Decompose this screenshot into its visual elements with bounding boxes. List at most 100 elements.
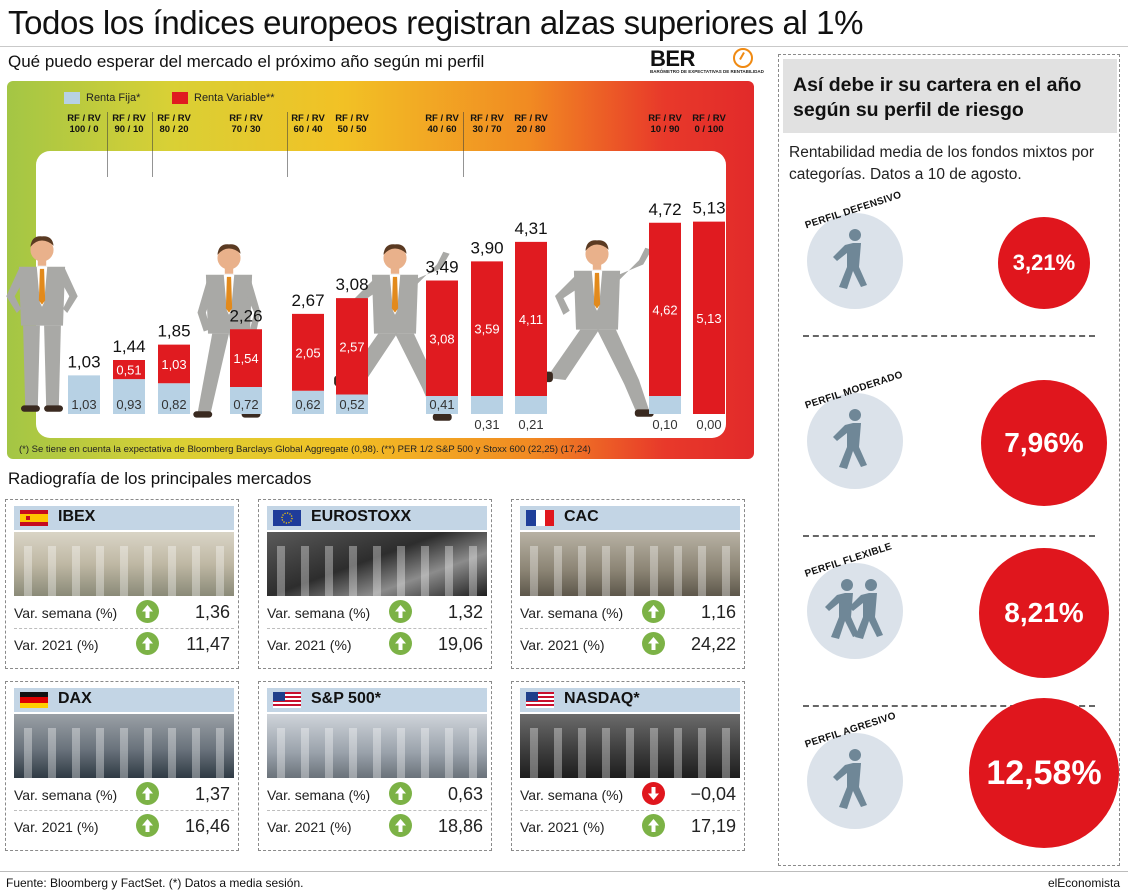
- row-label: Var. semana (%): [267, 787, 371, 803]
- markets-section-title: Radiografía de los principales mercados: [8, 469, 312, 488]
- row-label: Var. semana (%): [267, 605, 371, 621]
- category-label: RF / RV 70 / 30: [224, 113, 268, 135]
- businessman-figure: [536, 240, 654, 417]
- market-row-year: Var. 2021 (%) 16,46: [6, 812, 240, 842]
- ber-logo: BER BARÓMETRO DE EXPECTATIVAS DE RENTABI…: [650, 46, 764, 75]
- row-value: 1,36: [194, 602, 230, 622]
- row-label: Var. 2021 (%): [14, 819, 99, 835]
- bar-renta-variable: [693, 221, 725, 414]
- category-label-line: 0 / 100: [694, 124, 724, 135]
- france-flag-icon: [526, 510, 554, 526]
- market-photo: [520, 532, 740, 596]
- category-separator: [463, 112, 464, 177]
- data-label-renta-variable: 4,62: [652, 302, 677, 317]
- category-label-line: 70 / 30: [231, 124, 261, 135]
- row-label: Var. 2021 (%): [267, 819, 352, 835]
- card-header: DAX: [14, 688, 234, 712]
- category-label-line: RF / RV: [692, 113, 726, 124]
- data-label-renta-fija: 0,41: [429, 397, 454, 412]
- profile-return: 12,58%: [969, 698, 1119, 848]
- market-card: IBEX Var. semana (%) 1,36 Var. 2021 (%) 11,4…: [5, 499, 239, 669]
- category-label-line: RF / RV: [514, 113, 548, 124]
- data-label-total: 1,44: [112, 337, 145, 356]
- stacked-bar-chart: 1,03 1,03 0,93 0,51 1,44 0,82 1,03 1,85 0,72 1,54…: [6, 199, 726, 432]
- category-label: RF / RV 20 / 80: [509, 113, 553, 135]
- clock-icon: [733, 48, 753, 68]
- bar-renta-fija: [68, 375, 100, 414]
- data-label-renta-fija: 0,21: [518, 417, 543, 432]
- row-value: 1,32: [447, 602, 483, 622]
- bar-renta-fija: [230, 387, 262, 414]
- profile-return: 3,21%: [998, 217, 1090, 309]
- row-value: 19,06: [437, 634, 483, 654]
- bar-renta-variable: [336, 298, 368, 395]
- row-label: Var. 2021 (%): [520, 819, 605, 835]
- up-arrow-icon: [642, 600, 665, 623]
- card-header: IBEX: [14, 506, 234, 530]
- market-name: DAX: [58, 690, 92, 707]
- data-label-renta-variable: 2,57: [339, 339, 364, 354]
- category-label-line: 90 / 10: [114, 124, 144, 135]
- row-label: Var. 2021 (%): [267, 637, 352, 653]
- down-arrow-icon: [642, 782, 665, 805]
- category-label-line: RF / RV: [157, 113, 191, 124]
- category-label-line: RF / RV: [229, 113, 263, 124]
- figure-head: [585, 242, 609, 266]
- figure-neck: [390, 267, 400, 274]
- row-divider: [520, 810, 740, 811]
- market-row-week: Var. semana (%) 1,16: [512, 598, 746, 628]
- row-label: Var. semana (%): [520, 787, 624, 803]
- figure-shoe: [21, 405, 40, 412]
- row-label: Var. 2021 (%): [520, 637, 605, 653]
- market-row-year: Var. 2021 (%) 18,86: [259, 812, 493, 842]
- row-divider: [520, 628, 740, 629]
- figure-hair: [30, 236, 54, 247]
- row-value: 24,22: [690, 634, 736, 654]
- category-label-line: 50 / 50: [337, 124, 367, 135]
- data-label-renta-fija: 0,10: [652, 417, 677, 432]
- market-row-week: Var. semana (%) 1,36: [6, 598, 240, 628]
- row-value: 0,63: [447, 784, 483, 804]
- figure-neck: [592, 263, 602, 270]
- data-label-total: 1,85: [157, 322, 190, 341]
- usa-flag-icon: [526, 692, 554, 708]
- row-value: −0,04: [690, 784, 736, 804]
- runner-icon: [807, 733, 903, 829]
- category-label-line: RF / RV: [112, 113, 146, 124]
- data-label-renta-variable: 3,08: [429, 331, 454, 346]
- market-row-year: Var. 2021 (%) 24,22: [512, 630, 746, 660]
- figure-hair: [383, 244, 407, 255]
- figure-right-leg: [44, 325, 61, 408]
- bar-renta-fija: [158, 383, 190, 414]
- data-label-total: 4,72: [648, 200, 681, 219]
- row-label: Var. 2021 (%): [14, 637, 99, 653]
- up-arrow-icon: [136, 782, 159, 805]
- figure-right-arm: [243, 276, 261, 332]
- runner-icon: [807, 393, 903, 489]
- card-header: CAC: [520, 506, 740, 530]
- profile-divider: [803, 705, 1095, 707]
- row-divider: [14, 810, 234, 811]
- market-name: NASDAQ*: [564, 690, 640, 707]
- footer-divider: [0, 871, 1128, 872]
- market-photo: [267, 532, 487, 596]
- page-title: Todos los índices europeos registran alz…: [8, 4, 864, 41]
- data-label-total: 2,67: [291, 291, 324, 310]
- row-value: 11,47: [186, 634, 230, 654]
- legend-label-renta-fija: Renta Fija*: [86, 92, 141, 104]
- profile-divider: [803, 335, 1095, 337]
- category-label-line: RF / RV: [648, 113, 682, 124]
- figure-left-leg: [197, 333, 229, 416]
- market-card: EUROSTOXX Var. semana (%) 1,32 Var. 2021 (%…: [258, 499, 492, 669]
- figure-shoe: [44, 405, 63, 412]
- figure-right-arm: [59, 268, 78, 313]
- data-label-renta-fija: 0,31: [474, 417, 499, 432]
- market-photo: [14, 714, 234, 778]
- legend-swatch-renta-variable: [172, 92, 188, 104]
- figure-right-arm: [613, 247, 652, 286]
- data-label-renta-variable: 3,59: [474, 322, 499, 337]
- data-label-total: 4,31: [514, 219, 547, 238]
- market-card: DAX Var. semana (%) 1,37 Var. 2021 (%) 16,46: [5, 681, 239, 851]
- category-label-line: RF / RV: [425, 113, 459, 124]
- data-label-total: 1,03: [67, 352, 100, 371]
